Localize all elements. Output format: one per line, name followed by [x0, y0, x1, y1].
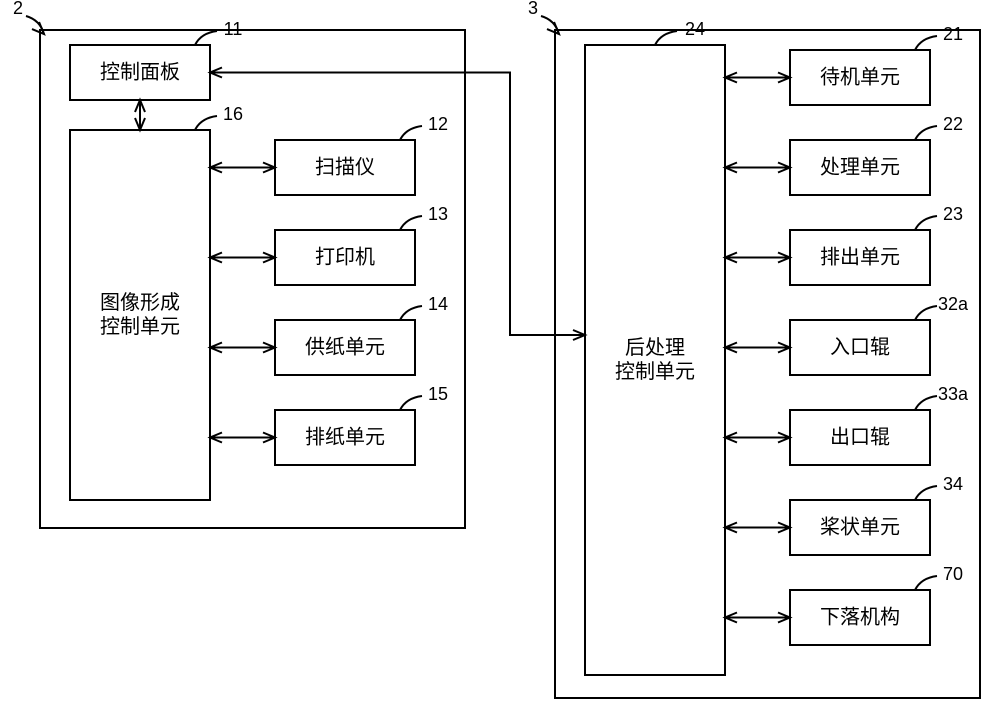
right-item-3-text: 入口辊	[830, 336, 890, 359]
postproc-controller-l1: 后处理	[625, 336, 685, 359]
left-item-0-num: 12	[428, 114, 448, 134]
right-item-6-text: 下落机构	[820, 606, 900, 629]
left-item-2-num: 14	[428, 294, 448, 314]
control-panel-num: 11	[224, 19, 243, 39]
left-item-3-num: 15	[428, 384, 448, 404]
postproc-controller-l2: 控制单元	[615, 360, 695, 383]
left-item-1-num: 13	[428, 204, 448, 224]
image-form-controller-num: 16	[223, 104, 243, 124]
right-item-5-text: 桨状单元	[820, 516, 900, 539]
left-item-3-text: 排纸单元	[305, 426, 385, 449]
right-item-2-num: 23	[943, 204, 963, 224]
right-item-4-text: 出口辊	[830, 426, 890, 449]
right-item-0-num: 21	[943, 24, 963, 44]
right-item-1-text: 处理单元	[820, 156, 900, 179]
right-item-2-text: 排出单元	[820, 246, 900, 269]
left-item-2-text: 供纸单元	[305, 336, 385, 359]
control-panel-text: 控制面板	[100, 61, 180, 84]
group-2-num: 2	[13, 0, 23, 18]
postproc-controller	[585, 45, 725, 675]
left-item-0-text: 扫描仪	[315, 156, 375, 179]
right-item-4-num: 33a	[938, 384, 969, 404]
right-item-3-num: 32a	[938, 294, 969, 314]
image-form-controller-l2: 控制单元	[100, 315, 180, 338]
right-item-0-text: 待机单元	[820, 66, 900, 89]
image-form-controller-l1: 图像形成	[100, 291, 180, 314]
postproc-controller-num: 24	[685, 19, 705, 39]
group-3-num: 3	[528, 0, 538, 18]
right-item-5-num: 34	[943, 474, 963, 494]
left-item-1-text: 打印机	[315, 246, 375, 269]
right-item-6-num: 70	[943, 564, 963, 584]
right-item-1-num: 22	[943, 114, 963, 134]
image-form-controller	[70, 130, 210, 500]
